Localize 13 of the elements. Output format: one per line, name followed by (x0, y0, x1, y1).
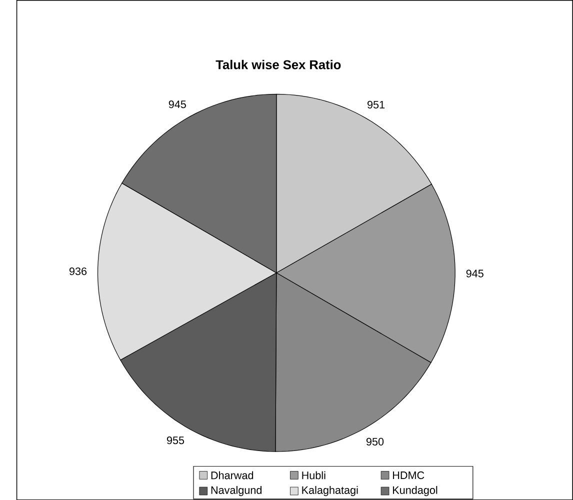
data-label: 951 (368, 100, 385, 108)
legend-label: HDMC (393, 471, 424, 479)
chart-title: Taluk wise Sex Ratio (216, 60, 341, 70)
legend-label: Kundagol (393, 486, 438, 496)
data-label: 945 (168, 100, 186, 108)
data-label: 945 (466, 270, 484, 278)
data-label: 950 (366, 438, 384, 446)
legend-label: Kalaghatagi (302, 486, 358, 496)
data-label: 955 (166, 436, 184, 444)
legend-label: Dharwad (211, 471, 254, 480)
legend-label: Navalgund (211, 486, 262, 496)
data-label: 936 (69, 267, 87, 275)
legend-label: Hubli (302, 471, 326, 480)
